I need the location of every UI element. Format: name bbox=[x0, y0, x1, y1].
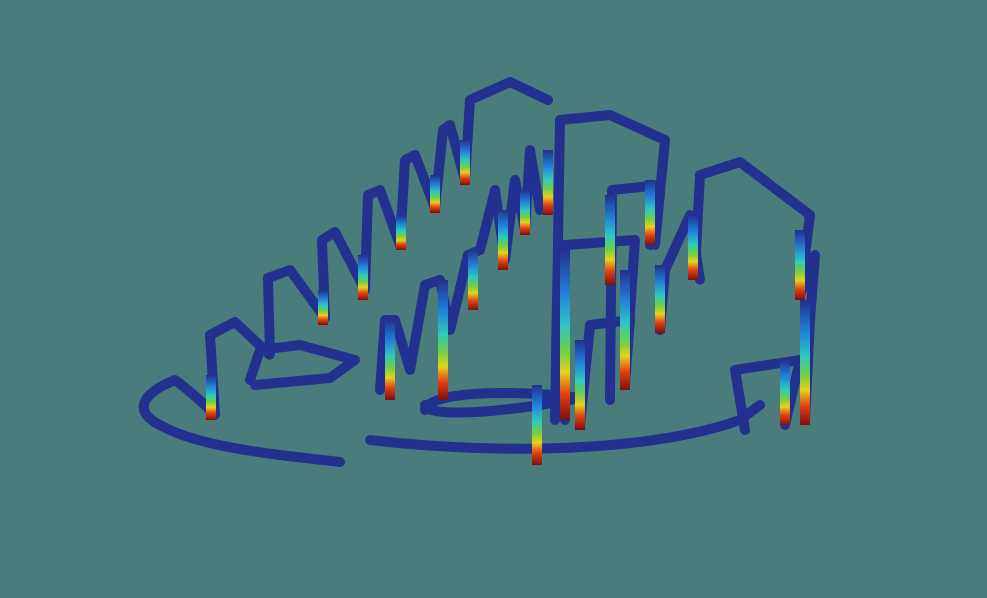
drop bbox=[206, 375, 216, 420]
drop bbox=[800, 300, 810, 425]
drop bbox=[620, 270, 630, 390]
drop bbox=[468, 250, 478, 310]
zigzag-wall bbox=[205, 77, 553, 420]
outer-loop bbox=[138, 375, 345, 467]
drop bbox=[385, 320, 395, 400]
heat-drops bbox=[206, 140, 810, 465]
drop bbox=[655, 265, 665, 333]
drop bbox=[688, 215, 698, 280]
drop bbox=[560, 250, 570, 420]
tower-g bbox=[730, 355, 805, 435]
tower-c bbox=[690, 157, 815, 300]
drop bbox=[318, 290, 328, 325]
drop bbox=[430, 175, 440, 213]
drop bbox=[795, 230, 805, 300]
drop bbox=[780, 360, 790, 425]
drop bbox=[645, 180, 655, 245]
drop bbox=[575, 340, 585, 430]
inner-loop bbox=[245, 340, 360, 390]
drop bbox=[396, 215, 406, 250]
bottom-sweep bbox=[365, 400, 765, 454]
trajectory bbox=[138, 77, 820, 467]
drop bbox=[543, 150, 553, 215]
drop bbox=[358, 255, 368, 300]
drop bbox=[460, 140, 470, 185]
drop bbox=[605, 195, 615, 285]
drop bbox=[532, 385, 542, 465]
drop bbox=[498, 210, 508, 270]
drop bbox=[438, 280, 448, 400]
drop bbox=[520, 190, 530, 235]
tower-a bbox=[550, 110, 670, 425]
